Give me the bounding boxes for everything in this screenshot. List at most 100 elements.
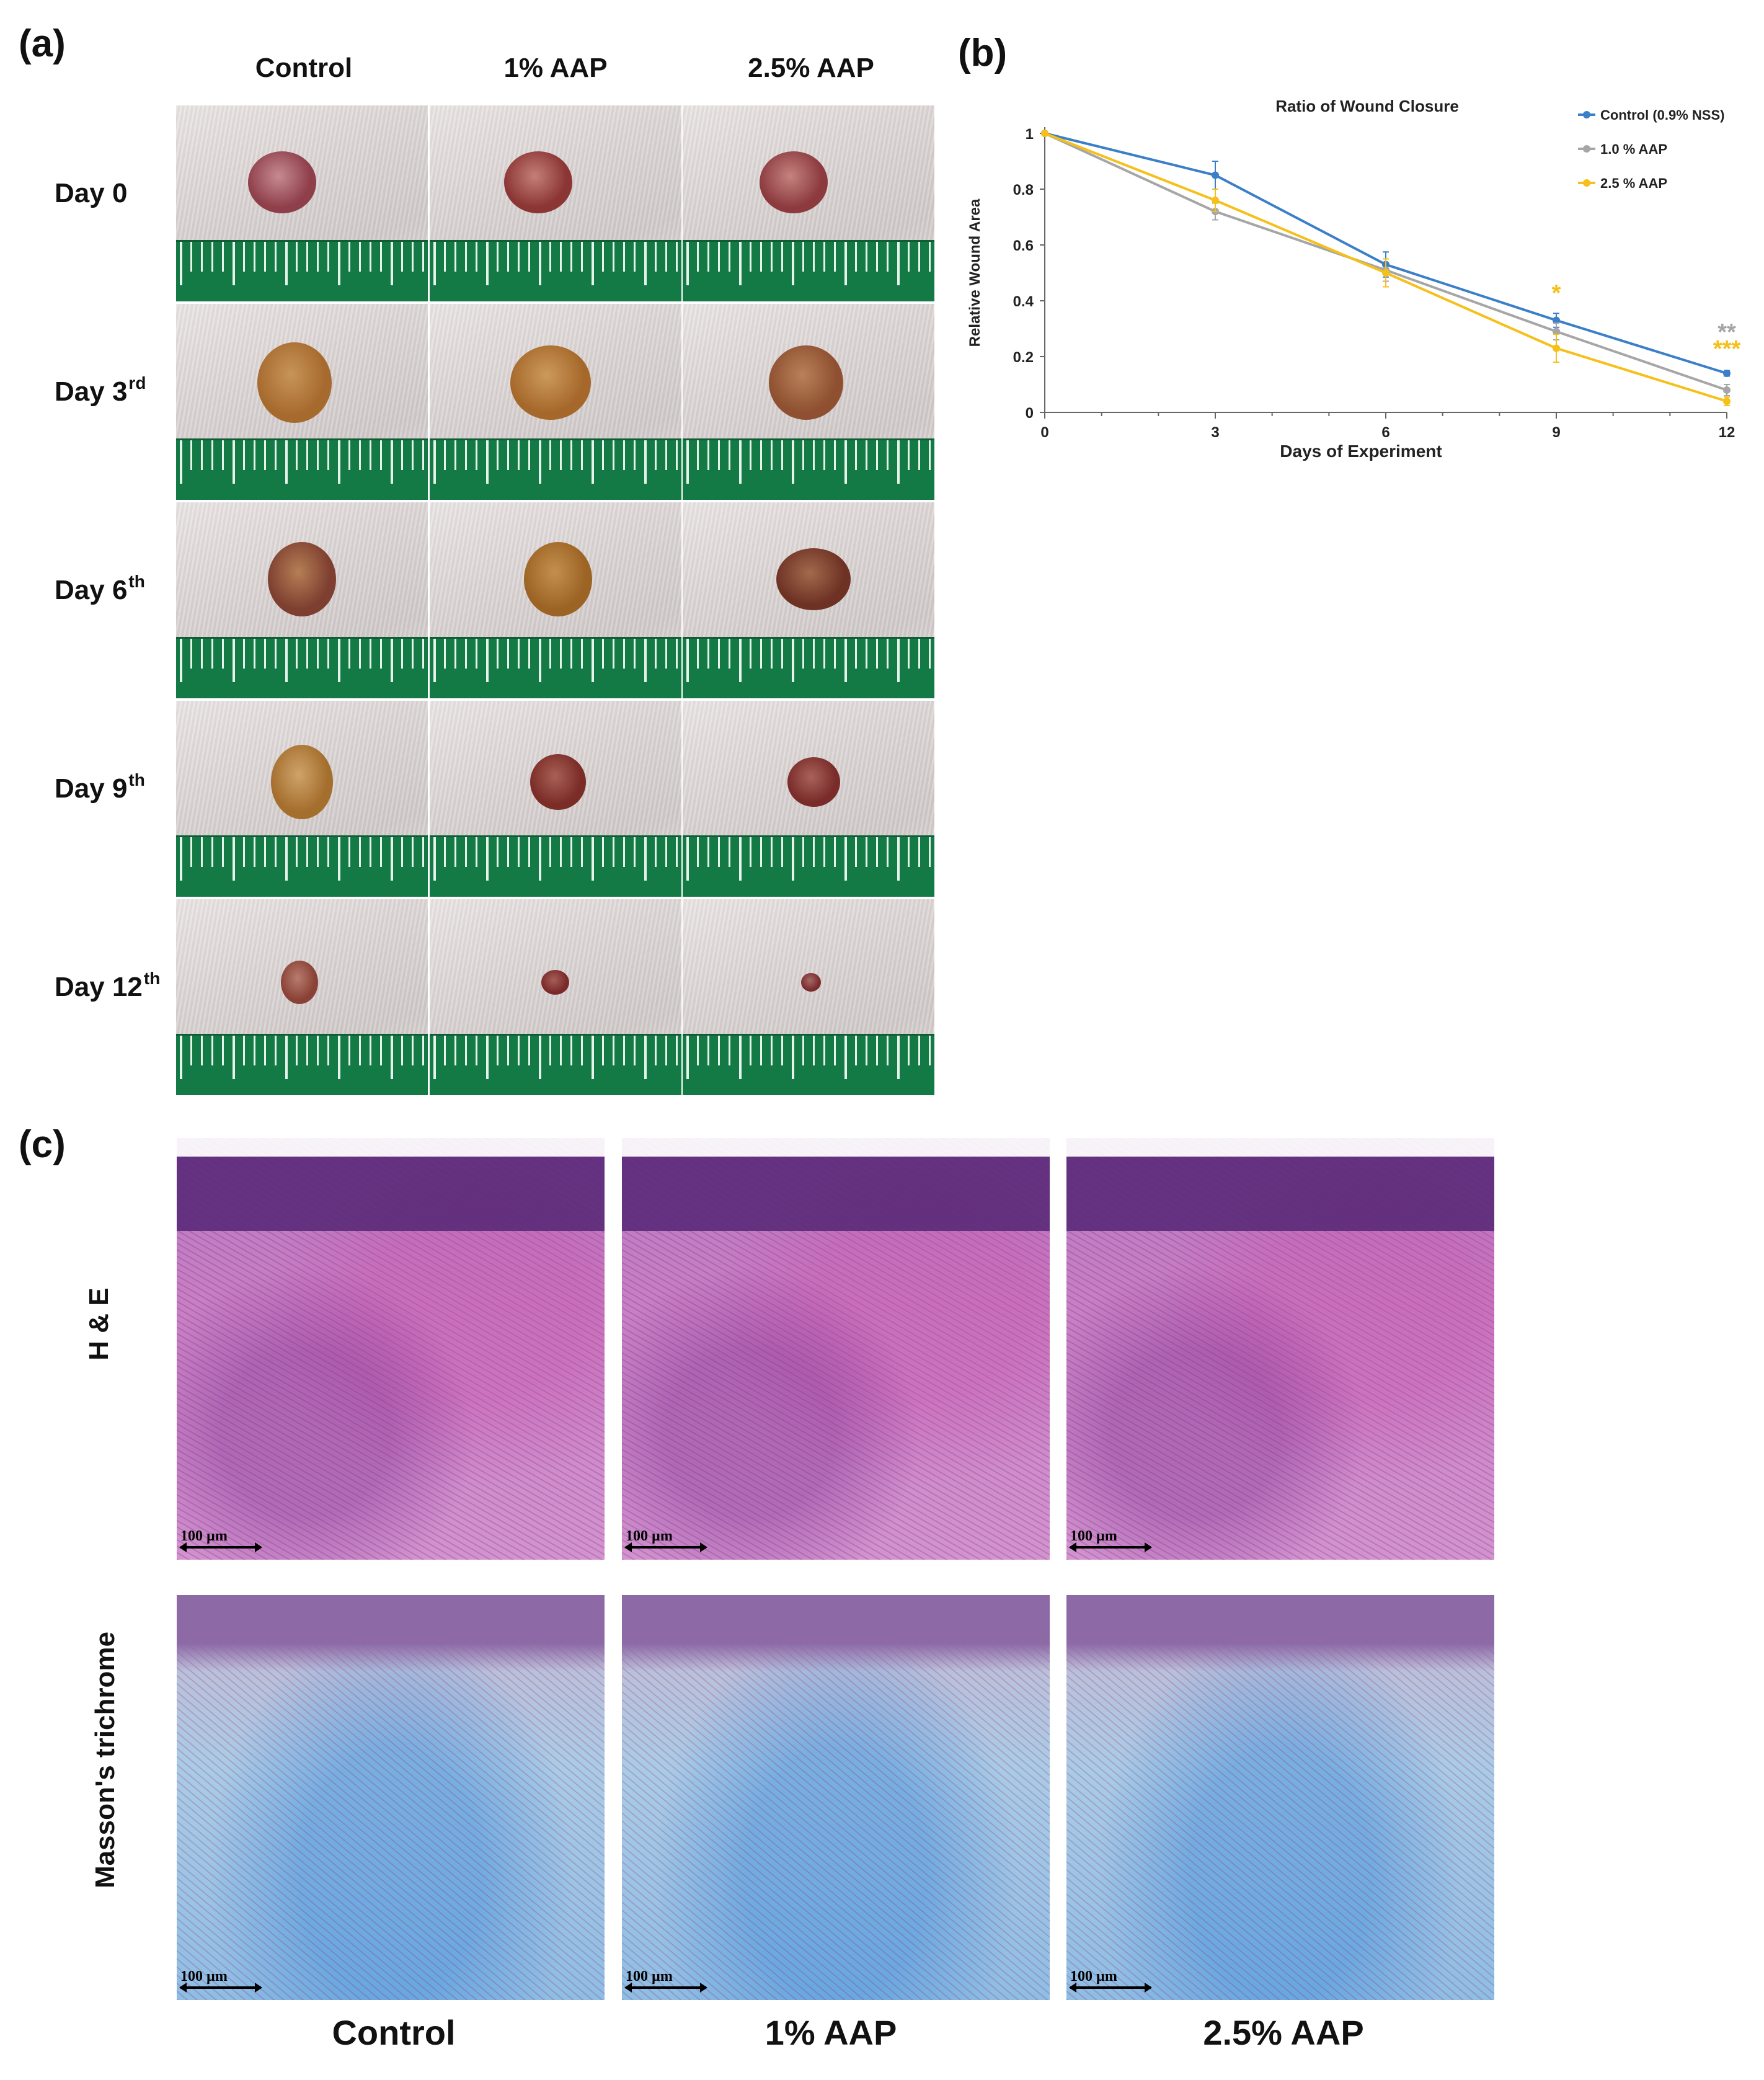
data-point <box>1723 386 1731 394</box>
legend-marker <box>1583 145 1590 153</box>
wound-lesion <box>759 151 828 214</box>
wound-photo-r2-c0 <box>176 502 428 698</box>
wound-photo-r4-c2 <box>683 899 934 1095</box>
wound-lesion <box>257 342 332 424</box>
row-head-label: Day 9 <box>55 773 128 804</box>
row-head-label: Day 6 <box>55 575 128 605</box>
epidermis-layer <box>1066 1578 1494 1671</box>
wound-photo-r4-c1 <box>430 899 681 1095</box>
bottom-label-1aap: 1% AAP <box>765 2013 897 2052</box>
ruler <box>176 240 428 301</box>
scale-bar-line <box>1069 1542 1152 1552</box>
epidermis-layer <box>177 1578 605 1671</box>
row-head-day-2: Day 6th <box>55 573 145 605</box>
significance-marker: * <box>1552 280 1561 306</box>
wound-lesion <box>768 345 843 420</box>
scale-bar-label: 100 µm <box>1070 1528 1117 1544</box>
scale-bar-line <box>179 1542 262 1552</box>
scale-bar-label: 100 µm <box>1070 1968 1117 1984</box>
epidermis-layer <box>622 1138 1050 1231</box>
ruler <box>176 637 428 698</box>
ruler-major-ticks <box>686 837 931 881</box>
ruler-major-ticks <box>180 440 424 484</box>
legend-entry: Control (0.9% NSS) <box>1600 107 1724 123</box>
ruler-major-ticks <box>433 639 678 682</box>
row-head-suffix: th <box>128 770 145 789</box>
scale-bar-line <box>624 1983 707 1993</box>
significance-marker: ** <box>1717 319 1736 345</box>
masson-section-1aap: 100 µm <box>622 1578 1050 2000</box>
y-tick-label: 0.4 <box>1013 293 1034 310</box>
col-head-control: Control <box>255 53 353 83</box>
y-tick-label: 0.8 <box>1013 182 1034 198</box>
he-section-control: 100 µm <box>177 1138 605 1560</box>
legend-marker <box>1583 179 1590 187</box>
wound-photo-r2-c2 <box>683 502 934 698</box>
legend-marker <box>1583 111 1590 118</box>
y-tick-label: 0 <box>1026 405 1034 422</box>
wound-lesion <box>776 548 851 611</box>
ruler <box>430 637 681 698</box>
ruler-major-ticks <box>433 242 678 285</box>
wound-lesion <box>541 969 570 995</box>
wound-lesion <box>268 542 336 617</box>
wound-photo-r3-c2 <box>683 701 934 897</box>
scale-bar-line <box>624 1542 707 1552</box>
scale-bar-line <box>1069 1983 1152 1993</box>
chart-title: Ratio of Wound Closure <box>1275 97 1459 115</box>
ruler <box>683 637 934 698</box>
row-head-day-3: Day 9th <box>55 771 145 804</box>
wound-photo-r4-c0 <box>176 899 428 1095</box>
masson-section-control: 100 µm <box>177 1578 605 2000</box>
ruler-major-ticks <box>180 639 424 682</box>
y-axis-label: Relative Wound Area <box>967 198 983 347</box>
wound-photo-r0-c0 <box>176 105 428 301</box>
wound-photo-r3-c1 <box>430 701 681 897</box>
wound-lesion <box>800 972 821 992</box>
ruler <box>176 835 428 897</box>
row-head-suffix: th <box>128 572 145 591</box>
data-point <box>1212 171 1219 179</box>
wound-lesion <box>280 960 318 1004</box>
row-label-masson: Masson's trichrome <box>90 1632 120 1888</box>
data-point <box>1723 370 1731 377</box>
data-point <box>1382 269 1389 277</box>
ruler-major-ticks <box>433 1036 678 1079</box>
row-head-label: Day 3 <box>55 376 128 407</box>
he-section-1aap: 100 µm <box>622 1138 1050 1560</box>
x-tick-label: 0 <box>1040 424 1048 441</box>
x-tick-label: 9 <box>1552 424 1560 441</box>
col-head-25aap: 2.5% AAP <box>748 53 874 83</box>
wound-lesion <box>247 151 316 214</box>
significance-marker: *** <box>1713 336 1741 362</box>
legend-entry: 1.0 % AAP <box>1600 141 1667 157</box>
row-head-label: Day 12 <box>55 972 143 1002</box>
ruler <box>430 1034 681 1095</box>
ruler-major-ticks <box>433 440 678 484</box>
scale-bar: 100 µm <box>624 1968 707 1993</box>
ruler <box>683 1034 934 1095</box>
epidermis-layer <box>622 1578 1050 1671</box>
wound-photo-r0-c1 <box>430 105 681 301</box>
data-point <box>1212 197 1219 204</box>
scale-bar-label: 100 µm <box>180 1528 228 1544</box>
x-axis-label: Days of Experiment <box>1280 442 1442 461</box>
ruler-major-ticks <box>686 1036 931 1079</box>
ruler <box>430 240 681 301</box>
row-label-he: H & E <box>84 1287 114 1361</box>
ruler-major-ticks <box>180 837 424 881</box>
ruler <box>683 240 934 301</box>
ruler-major-ticks <box>180 1036 424 1079</box>
epidermis-layer <box>1066 1138 1494 1231</box>
row-head-suffix: th <box>143 969 161 988</box>
data-point <box>1041 130 1048 137</box>
wound-lesion <box>524 542 592 617</box>
ruler <box>683 438 934 500</box>
ruler-major-ticks <box>686 242 931 285</box>
ruler <box>430 835 681 897</box>
scale-bar: 100 µm <box>1069 1968 1152 1993</box>
ruler-major-ticks <box>686 639 931 682</box>
he-section-25aap: 100 µm <box>1066 1138 1494 1560</box>
panel-c-letter: (c) <box>19 1123 66 1166</box>
ruler <box>683 835 934 897</box>
